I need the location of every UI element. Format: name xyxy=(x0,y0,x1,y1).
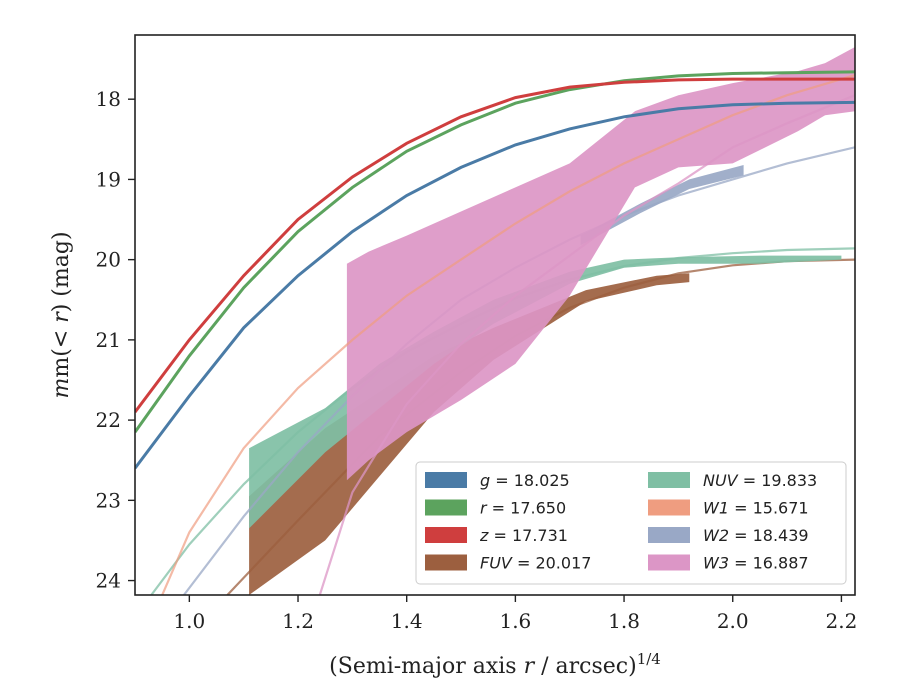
legend-swatch-nuv xyxy=(648,472,690,488)
x-axis-label: (Semi-major axis r / arcsec)1/4 xyxy=(329,650,661,679)
legend-swatch-fuv xyxy=(425,554,467,571)
y-axis-label: mm(< r) (mag) xyxy=(49,231,74,398)
x-axis: 1.0 1.2 1.4 1.6 1.8 2.0 2.2 xyxy=(173,595,857,633)
y-tick-label-22: 22 xyxy=(96,408,121,432)
x-tick-label-1-0: 1.0 xyxy=(173,609,205,633)
line-w1 xyxy=(161,74,855,595)
legend-label-w3: W3 = 16.887 xyxy=(703,554,809,573)
x-tick-label-1-2: 1.2 xyxy=(282,609,314,633)
plot-frame xyxy=(134,34,856,596)
x-tick-label-1-8: 1.8 xyxy=(608,609,640,633)
y-tick-label-18: 18 xyxy=(96,87,121,111)
line-g xyxy=(135,100,855,470)
y-tick-label-23: 23 xyxy=(96,488,121,512)
band-w2 xyxy=(580,165,744,246)
legend-swatch-r xyxy=(425,499,467,516)
legend-label-fuv: FUV = 20.017 xyxy=(480,554,591,573)
legend-swatch-w1 xyxy=(648,499,690,516)
legend-swatch-w3 xyxy=(648,554,690,571)
y-tick-label-20: 20 xyxy=(96,248,121,272)
legend-label-r: r = 17.650 xyxy=(480,499,566,518)
line-r xyxy=(135,70,855,433)
x-tick-label-2-0: 2.0 xyxy=(717,609,749,633)
model-line-w3 xyxy=(318,94,855,595)
x-tick-label-2-2: 2.2 xyxy=(826,609,858,633)
legend-label-w2: W2 = 18.439 xyxy=(703,526,809,545)
y-tick-label-21: 21 xyxy=(96,328,121,352)
legend-label-g: g = 18.025 xyxy=(480,471,570,490)
legend: g = 18.025 r = 17.650 z = 17.731 FUV = 20.0… xyxy=(415,461,847,585)
series-layer xyxy=(135,47,855,595)
legend-swatch-g xyxy=(425,472,467,488)
line-z xyxy=(135,77,855,414)
y-tick-label-24: 24 xyxy=(96,569,121,593)
legend-label-z: z = 17.731 xyxy=(479,526,568,545)
legend-label-w1: W1 = 15.671 xyxy=(703,499,809,518)
legend-box xyxy=(415,461,847,585)
legend-swatch-z xyxy=(425,527,467,543)
x-tick-label-1-6: 1.6 xyxy=(499,609,531,633)
y-axis: 18 19 20 21 22 23 24 xyxy=(96,87,135,593)
legend-swatch-w2 xyxy=(648,527,690,543)
x-tick-label-1-4: 1.4 xyxy=(391,609,423,633)
y-tick-label-19: 19 xyxy=(96,167,121,191)
band-w3 xyxy=(346,47,855,481)
legend-label-nuv: NUV = 19.833 xyxy=(703,471,817,490)
